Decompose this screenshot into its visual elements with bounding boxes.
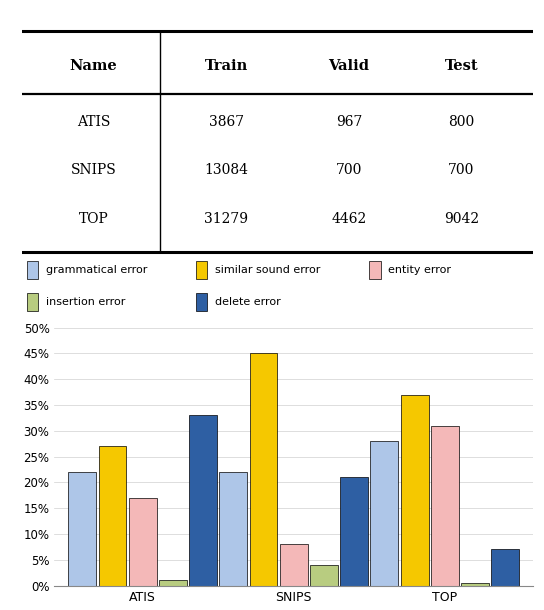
Text: 13084: 13084 (205, 163, 248, 178)
Bar (129, 498, 157, 586)
Text: ATIS: ATIS (77, 115, 110, 129)
Text: 967: 967 (336, 115, 362, 129)
Text: SNIPS: SNIPS (71, 163, 116, 178)
Text: Train: Train (205, 59, 248, 73)
Bar (310, 565, 338, 586)
Bar (491, 550, 519, 586)
Bar (340, 477, 368, 586)
Text: 31279: 31279 (205, 212, 248, 226)
Text: Valid: Valid (329, 59, 369, 73)
Bar (369, 261, 381, 279)
Text: similar sound error: similar sound error (214, 265, 320, 275)
Bar (159, 581, 187, 586)
Text: 700: 700 (448, 163, 475, 178)
Bar (98, 447, 126, 586)
Text: Name: Name (70, 59, 117, 73)
Text: 700: 700 (336, 163, 362, 178)
Text: grammatical error: grammatical error (46, 265, 147, 275)
Bar (189, 415, 217, 586)
Text: 4462: 4462 (331, 212, 367, 226)
Text: Test: Test (444, 59, 478, 73)
Bar (27, 261, 38, 279)
Bar (69, 472, 96, 586)
Bar (196, 261, 207, 279)
Bar (370, 441, 398, 586)
Bar (401, 395, 429, 586)
Text: TOP: TOP (78, 212, 108, 226)
Text: insertion error: insertion error (46, 297, 125, 307)
Bar (250, 353, 277, 586)
Bar (280, 544, 308, 586)
Bar (27, 293, 38, 311)
Text: 3867: 3867 (209, 115, 244, 129)
Bar (431, 426, 459, 586)
Text: 800: 800 (448, 115, 475, 129)
Text: delete error: delete error (214, 297, 280, 307)
Bar (196, 293, 207, 311)
Text: entity error: entity error (388, 265, 452, 275)
Bar (461, 583, 489, 586)
Bar (219, 472, 248, 586)
Text: 9042: 9042 (444, 212, 479, 226)
